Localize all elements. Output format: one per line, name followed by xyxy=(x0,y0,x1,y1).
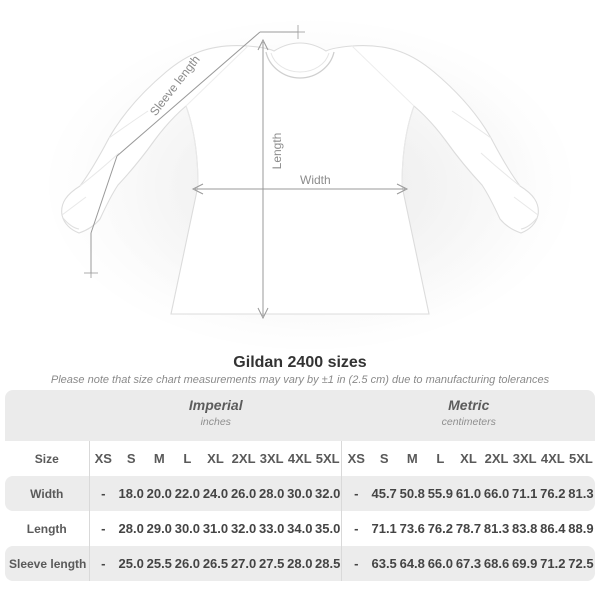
svg-text:Width: Width xyxy=(300,173,331,187)
svg-text:Length: Length xyxy=(270,133,284,170)
